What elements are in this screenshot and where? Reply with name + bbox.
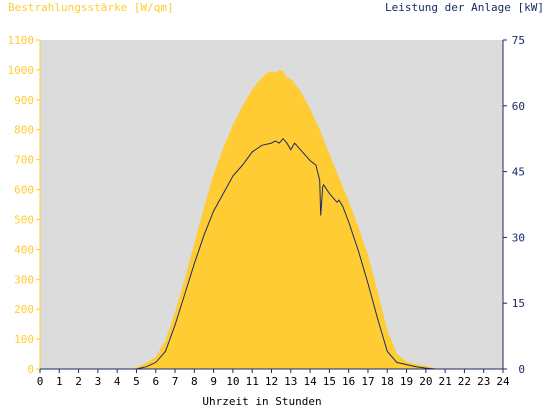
left-tick-label: 300 [14,273,34,286]
left-tick-label: 100 [14,333,34,346]
x-tick-label: 18 [381,375,394,388]
x-tick-label: 12 [265,375,278,388]
left-tick-label: 400 [14,243,34,256]
x-tick-label: 13 [284,375,297,388]
x-tick-label: 3 [95,375,102,388]
x-tick-label: 21 [439,375,452,388]
right-tick-label: 0 [518,363,525,376]
x-tick-label: 22 [458,375,471,388]
left-tick-label: 700 [14,154,34,167]
x-tick-label: 0 [37,375,44,388]
x-tick-label: 23 [477,375,490,388]
x-tick-label: 11 [246,375,259,388]
left-axis-title: Bestrahlungsstärke [W/qm] [8,1,174,14]
x-tick-label: 10 [226,375,239,388]
left-tick-label: 900 [14,94,34,107]
x-tick-label: 5 [133,375,140,388]
x-tick-label: 17 [361,375,374,388]
x-axis-title: Uhrzeit in Stunden [202,395,321,408]
left-tick-label: 0 [27,363,34,376]
x-tick-label: 15 [323,375,336,388]
power-line [40,137,503,370]
x-tick-label: 7 [172,375,179,388]
x-tick-label: 8 [191,375,198,388]
right-tick-label: 15 [512,297,525,310]
left-tick-label: 500 [14,213,34,226]
right-tick-label: 45 [512,166,525,179]
x-tick-label: 19 [400,375,413,388]
left-tick-label: 800 [14,124,34,137]
left-tick-label: 1000 [8,64,35,77]
x-tick-label: 24 [496,375,510,388]
left-tick-label: 200 [14,303,34,316]
x-tick-label: 1 [56,375,63,388]
irradiance-area [40,69,503,370]
x-tick-label: 6 [152,375,159,388]
right-tick-label: 30 [512,231,525,244]
left-tick-label: 1100 [8,34,35,47]
x-tick-label: 14 [303,375,317,388]
x-tick-label: 9 [210,375,217,388]
right-axis-title: Leistung der Anlage [kW] [385,1,544,14]
right-tick-label: 60 [512,100,525,113]
x-tick-label: 2 [75,375,82,388]
x-tick-label: 20 [419,375,432,388]
x-tick-label: 16 [342,375,355,388]
right-tick-label: 75 [512,34,525,47]
left-tick-label: 600 [14,184,34,197]
x-tick-label: 4 [114,375,121,388]
